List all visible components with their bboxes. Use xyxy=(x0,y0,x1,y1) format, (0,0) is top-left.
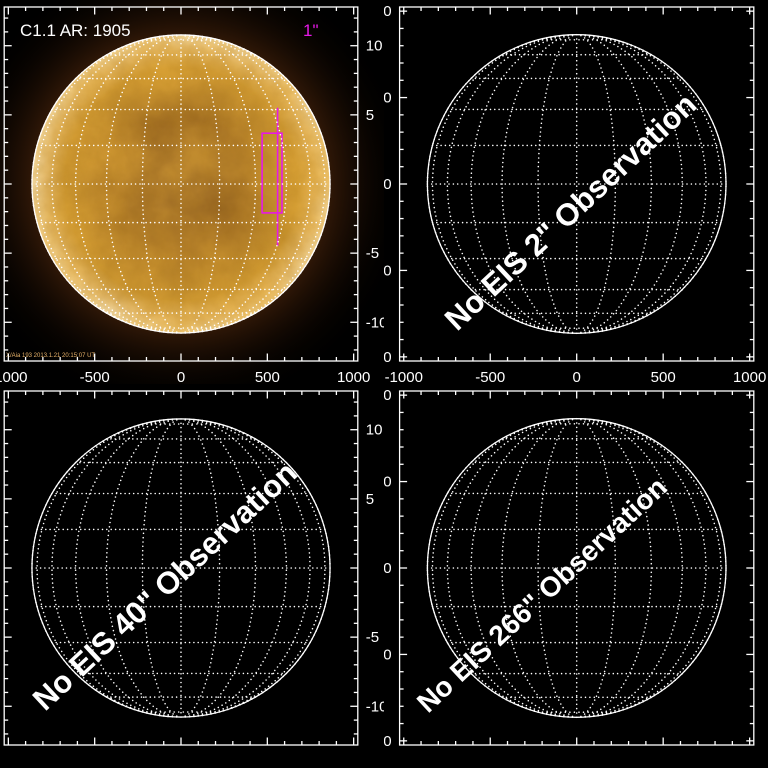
svg-text:-5: -5 xyxy=(366,245,379,262)
svg-text:-500: -500 xyxy=(80,369,110,384)
svg-text:10: 10 xyxy=(366,38,383,55)
svg-text:-10: -10 xyxy=(366,698,384,715)
svg-text:-500: -500 xyxy=(384,646,392,663)
svg-text:C1.1 AR: 1905: C1.1 AR: 1905 xyxy=(20,21,131,40)
svg-text:5: 5 xyxy=(366,491,374,508)
svg-text:500: 500 xyxy=(384,474,392,491)
svg-text:-500: -500 xyxy=(384,262,392,279)
svg-text:0: 0 xyxy=(384,176,392,193)
svg-text:1000: 1000 xyxy=(337,369,370,384)
svg-text:0: 0 xyxy=(573,369,581,384)
svg-text:500: 500 xyxy=(255,369,280,384)
svg-text:-10: -10 xyxy=(366,314,384,331)
svg-text:1000: 1000 xyxy=(384,387,392,404)
svg-text:500: 500 xyxy=(384,90,392,107)
svg-text:-1000: -1000 xyxy=(0,369,28,384)
svg-text:-1000: -1000 xyxy=(384,349,392,366)
svg-text:X/Aia 193 2013.1.21 20:15:07: X/Aia 193 2013.1.21 20:15:07 UT xyxy=(6,353,95,359)
svg-text:1000: 1000 xyxy=(384,3,392,20)
svg-text:500: 500 xyxy=(651,369,676,384)
svg-text:0: 0 xyxy=(177,369,185,384)
svg-text:-5: -5 xyxy=(366,629,379,646)
svg-text:1000: 1000 xyxy=(733,369,766,384)
svg-text:-500: -500 xyxy=(475,369,505,384)
svg-text:1": 1" xyxy=(303,21,319,40)
svg-text:5: 5 xyxy=(366,107,374,124)
svg-text:-1000: -1000 xyxy=(384,733,392,750)
svg-text:0: 0 xyxy=(384,560,392,577)
svg-text:-1000: -1000 xyxy=(385,369,423,384)
svg-text:10: 10 xyxy=(366,422,383,439)
